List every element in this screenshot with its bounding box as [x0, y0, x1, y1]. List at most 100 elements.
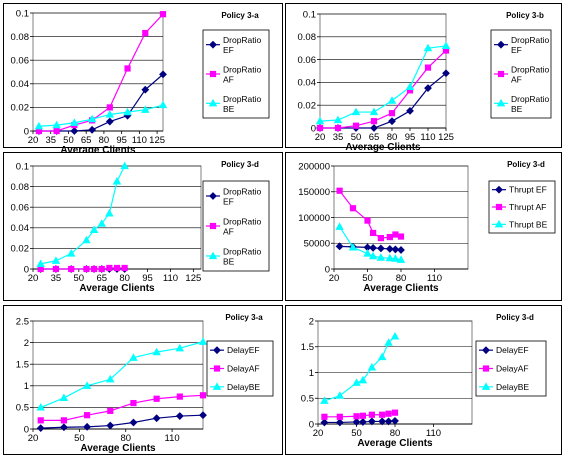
y-tick-label: 0.04 — [11, 79, 30, 90]
x-tick-label: 50 — [74, 273, 85, 284]
y-tick-label: 0.08 — [298, 32, 317, 43]
y-tick-label: 0.02 — [11, 244, 30, 255]
data-point — [358, 375, 368, 384]
x-tick-label: 35 — [51, 273, 62, 284]
legend-marker — [213, 346, 221, 355]
data-point — [53, 127, 60, 135]
x-tick-label: 80 — [120, 433, 131, 444]
x-axis-title: Average Clients — [345, 142, 421, 153]
series-line — [40, 341, 204, 408]
x-tick-label: 50 — [351, 132, 362, 143]
legend-marker — [495, 203, 503, 211]
x-tick-label: 80 — [387, 132, 398, 143]
legend-label: DelayEF — [227, 345, 260, 355]
y-tick-label: 0 — [24, 264, 29, 275]
series-line — [40, 414, 204, 429]
x-tick-label: 125 — [149, 135, 165, 146]
data-point — [82, 235, 91, 244]
y-tick-label: 1.5 — [301, 342, 314, 353]
data-point — [379, 411, 386, 418]
data-point — [392, 231, 399, 238]
legend-marker — [495, 185, 503, 194]
legend-marker — [482, 346, 490, 355]
x-axis-title: Average Clients — [357, 438, 433, 449]
data-point — [405, 82, 415, 91]
legend-label: DropRatio BE — [223, 94, 262, 114]
data-point — [397, 233, 405, 240]
x-tick-label: 65 — [81, 135, 92, 146]
x-tick-label: 20 — [315, 132, 326, 143]
chart-panel-1: 0 0.02 0.04 0.06 0.08 0.1 20 35 50 65 80 95 110 125 Av… — [3, 3, 283, 156]
data-point — [105, 208, 114, 217]
data-point — [88, 125, 96, 134]
y-tick-label: 1 — [309, 368, 314, 379]
data-point — [442, 69, 450, 78]
data-point — [364, 217, 371, 224]
data-point — [34, 121, 44, 130]
data-point — [129, 353, 138, 361]
legend-label: Thrupt AF — [509, 202, 546, 212]
data-point — [51, 256, 61, 264]
data-point — [359, 418, 367, 426]
data-point — [316, 124, 324, 132]
data-point — [385, 410, 392, 417]
data-point — [120, 161, 129, 170]
data-point — [153, 395, 160, 402]
data-point — [98, 265, 105, 273]
y-tick-label: 0.06 — [298, 55, 317, 66]
data-point — [396, 255, 406, 263]
series-line — [319, 45, 447, 122]
legend-marker — [208, 251, 218, 260]
x-axis-title: Average Clients — [60, 145, 136, 156]
data-point — [152, 347, 161, 356]
data-point — [70, 118, 79, 126]
y-tick-label: 100000 — [298, 213, 330, 224]
data-point — [70, 127, 79, 135]
legend-marker — [496, 98, 506, 107]
data-point — [175, 412, 184, 420]
x-tick-label: 50 — [74, 433, 85, 444]
y-tick-label: 0 — [24, 424, 29, 435]
y-tick-label: 0.06 — [11, 203, 30, 214]
data-point — [106, 104, 113, 111]
data-point — [386, 233, 393, 241]
data-point — [391, 409, 399, 416]
data-point — [406, 106, 414, 115]
data-point — [59, 393, 69, 401]
data-point — [320, 418, 329, 427]
data-point — [369, 229, 377, 237]
legend-label: DropRatio BE — [511, 94, 550, 114]
data-point — [199, 392, 207, 399]
data-point — [123, 107, 132, 116]
x-tick-label: 80 — [119, 273, 130, 284]
data-point — [335, 391, 345, 399]
panel-title: Policy 3-b — [506, 11, 544, 20]
data-point — [377, 352, 387, 361]
data-point — [106, 421, 115, 430]
x-tick-label: 50 — [362, 273, 373, 284]
x-tick-label: 20 — [28, 135, 39, 146]
y-tick-label: 1 — [24, 381, 29, 392]
data-point — [321, 413, 328, 420]
data-point — [387, 96, 397, 104]
x-tick-label: 65 — [96, 273, 107, 284]
y-tick-label: 2 — [309, 316, 314, 327]
data-point — [333, 115, 343, 124]
data-point — [121, 264, 128, 272]
y-tick-label: 1.5 — [16, 360, 29, 371]
panel-title: Policy 3-a — [221, 11, 259, 20]
data-point — [377, 235, 384, 242]
data-point — [391, 417, 399, 425]
legend-label: DropRatio BE — [223, 247, 262, 267]
x-tick-label: 65 — [369, 132, 380, 143]
legend-marker — [497, 40, 505, 49]
data-point — [320, 396, 329, 404]
data-point — [370, 118, 378, 125]
data-point — [198, 337, 208, 345]
y-tick-label: 0.02 — [11, 103, 30, 114]
legend-label: Thrupt BE — [509, 219, 548, 229]
data-point — [352, 122, 360, 129]
data-point — [334, 124, 342, 132]
chart-panel-3: 0 0.02 0.04 0.06 0.08 0.1 20 35 50 65 80 95 110 125 Av… — [3, 152, 283, 301]
y-tick-label: 0.5 — [16, 403, 29, 414]
